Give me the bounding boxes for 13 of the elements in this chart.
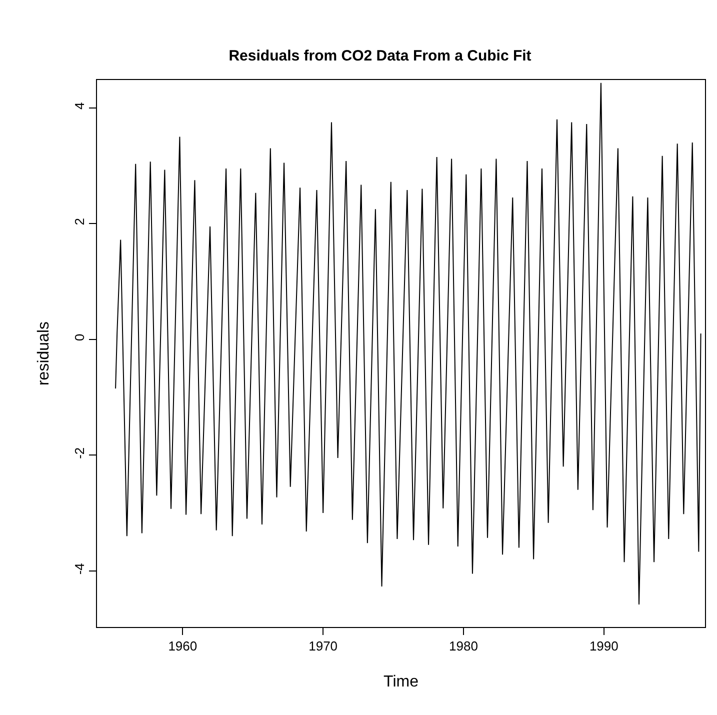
line-series [115,82,702,605]
x-axis-title: Time [384,673,419,690]
x-tick-label: 1990 [589,638,618,654]
y-tick-label: 0 [72,334,87,341]
y-tick-label: 2 [72,218,87,226]
chart-title: Residuals from CO2 Data From a Cubic Fit [228,48,532,65]
x-tick-label: 1980 [449,638,478,654]
y-tick-label: -2 [72,447,87,459]
y-tick-label: -4 [72,563,87,575]
y-tick-label: 4 [72,102,87,110]
y-axis-title: residuals [36,321,53,386]
x-tick-label: 1960 [168,638,198,654]
x-tick-label: 1970 [308,638,338,654]
